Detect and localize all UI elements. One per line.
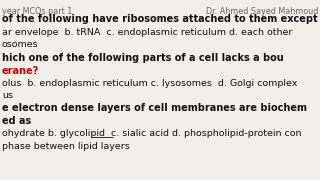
Text: ar envelope  b. tRNA  c. endoplasmic reticulum d. each other: ar envelope b. tRNA c. endoplasmic retic… (2, 28, 292, 37)
Text: osomes: osomes (2, 40, 39, 49)
Text: olus  b. endoplasmic reticulum c. lysosomes  d. Golgi complex: olus b. endoplasmic reticulum c. lysosom… (2, 79, 297, 88)
Text: ohydrate b. glycolipid  c. sialic acid d. phospholipid-protein con: ohydrate b. glycolipid c. sialic acid d.… (2, 129, 301, 138)
Text: Dr. Ahmed Sayed Mahmoud: Dr. Ahmed Sayed Mahmoud (206, 7, 318, 16)
Text: of the following have ribosomes attached to them except: of the following have ribosomes attached… (2, 14, 318, 24)
Text: e electron dense layers of cell membranes are biochem: e electron dense layers of cell membrane… (2, 103, 307, 113)
Text: year MCQs part 1: year MCQs part 1 (2, 7, 72, 16)
Text: ed as: ed as (2, 116, 31, 126)
Text: erane?: erane? (2, 66, 39, 76)
Text: hich one of the following parts of a cell lacks a bou: hich one of the following parts of a cel… (2, 53, 284, 63)
Text: phase between lipid layers: phase between lipid layers (2, 142, 130, 151)
Text: us: us (2, 91, 13, 100)
